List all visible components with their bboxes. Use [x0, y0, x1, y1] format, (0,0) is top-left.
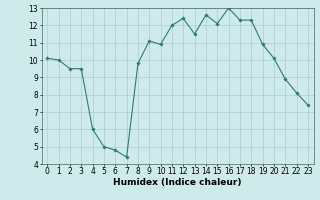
X-axis label: Humidex (Indice chaleur): Humidex (Indice chaleur) — [113, 178, 242, 187]
